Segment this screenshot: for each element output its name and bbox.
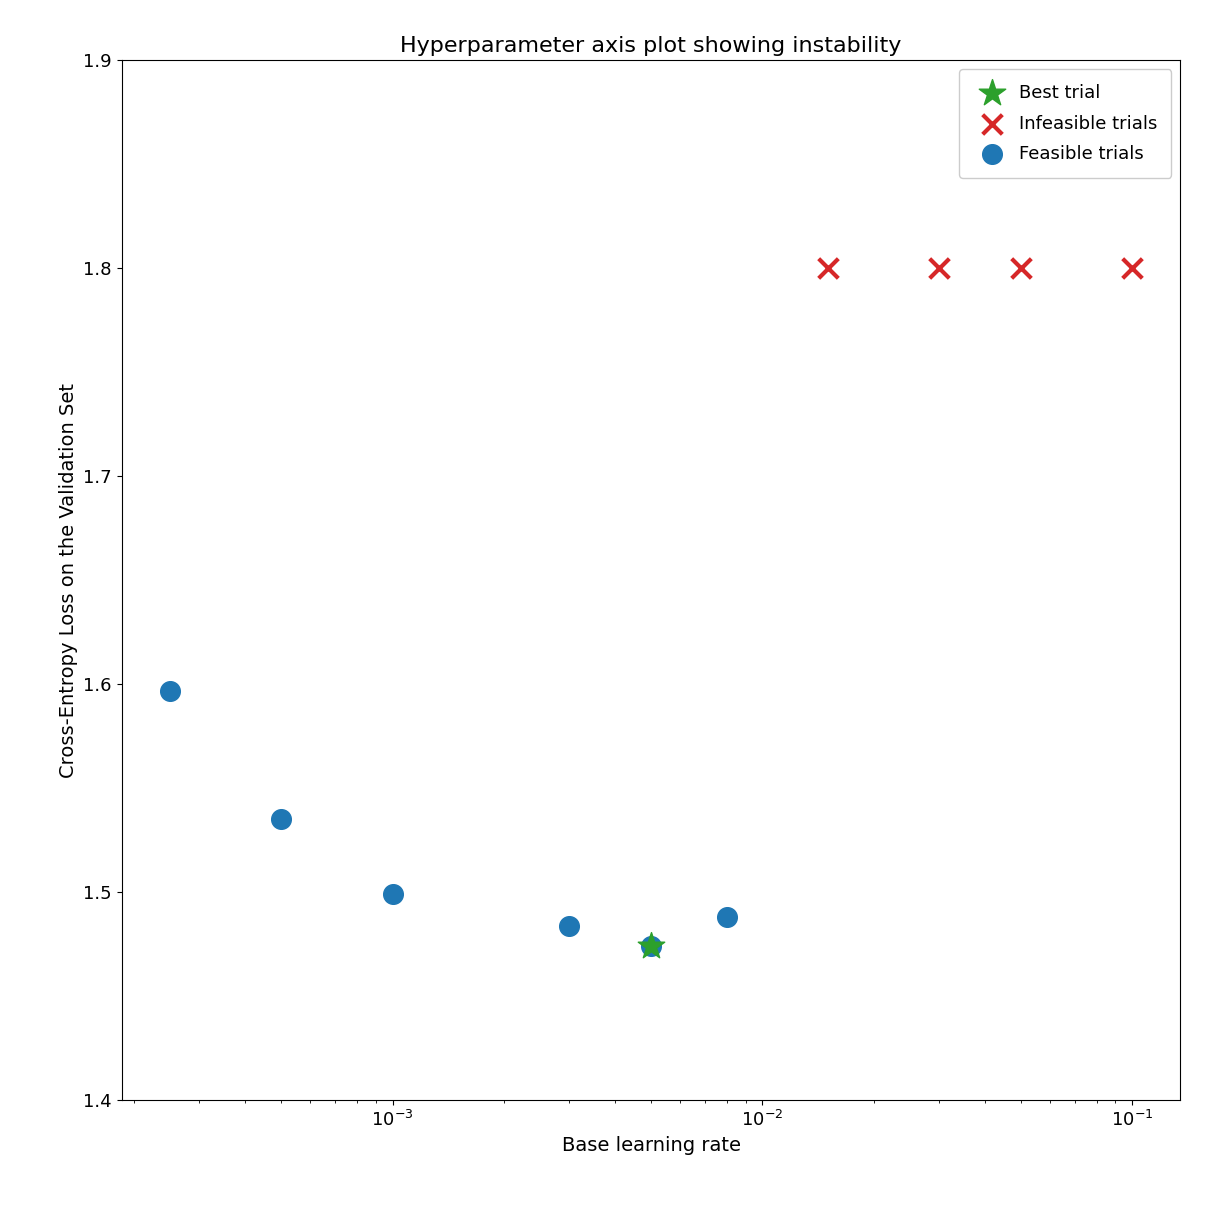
Infeasible trials bbox=[1122, 259, 1142, 278]
Feasible trials bbox=[717, 908, 736, 927]
Feasible trials bbox=[271, 810, 291, 829]
Infeasible trials bbox=[818, 259, 837, 278]
Best trial bbox=[641, 937, 661, 956]
Infeasible trials bbox=[1011, 259, 1031, 278]
Feasible trials bbox=[383, 885, 403, 904]
Infeasible trials bbox=[930, 259, 949, 278]
Feasible trials bbox=[560, 916, 579, 936]
Title: Hyperparameter axis plot showing instability: Hyperparameter axis plot showing instabi… bbox=[400, 36, 902, 56]
Feasible trials bbox=[641, 937, 661, 956]
Feasible trials bbox=[161, 681, 180, 700]
Legend: Best trial, Infeasible trials, Feasible trials: Best trial, Infeasible trials, Feasible … bbox=[959, 69, 1172, 178]
X-axis label: Base learning rate: Base learning rate bbox=[561, 1135, 741, 1155]
Y-axis label: Cross-Entropy Loss on the Validation Set: Cross-Entropy Loss on the Validation Set bbox=[58, 383, 78, 777]
